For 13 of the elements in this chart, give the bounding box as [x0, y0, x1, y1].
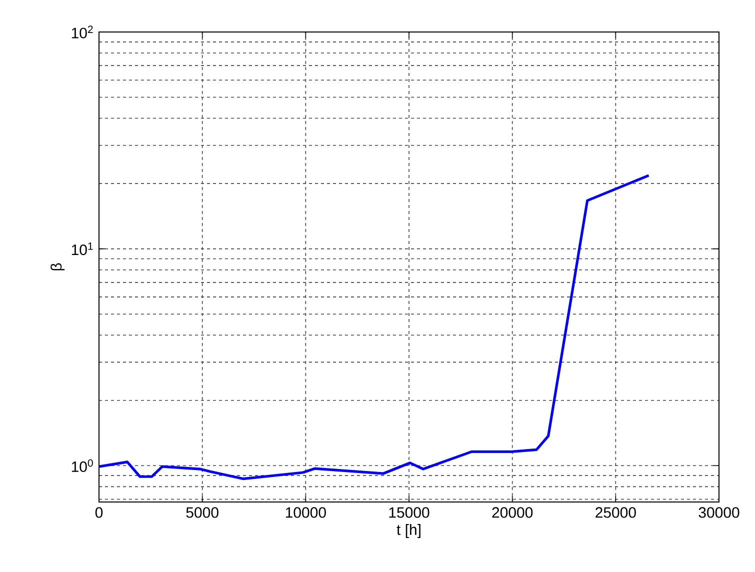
x-axis-title: t [h]: [396, 524, 420, 538]
x-tick-label: 5000: [186, 507, 218, 518]
y-tick-label: 10$^{2}$: [72, 26, 93, 38]
y-tick-label: 10$^{1}$: [72, 242, 93, 256]
x-tick-label: 20000: [492, 507, 533, 518]
x-tick-label: 0: [95, 507, 103, 518]
line-series: [99, 174, 650, 480]
y-axis-title: β: [50, 263, 65, 270]
y-tick-label: 10$^{0}$: [72, 459, 93, 472]
x-tick-label: 30000: [698, 507, 740, 518]
x-tick-label: 25000: [596, 507, 636, 518]
x-tick-label: 15000: [389, 507, 430, 518]
x-tick-label: 10000: [286, 507, 326, 518]
